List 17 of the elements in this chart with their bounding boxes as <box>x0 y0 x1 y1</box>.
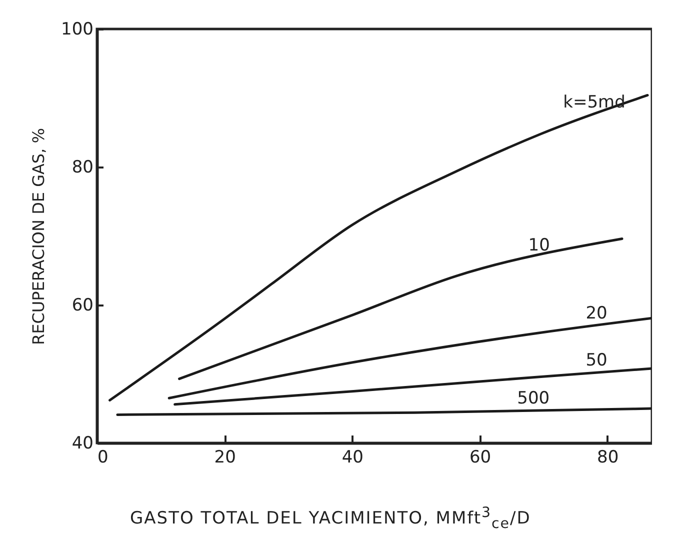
y-axis-title: RECUPERACION DE GAS, % <box>29 128 48 345</box>
x-tick-label: 80 <box>597 448 619 468</box>
series-label: 20 <box>586 303 608 324</box>
series-label: k=5md <box>563 92 626 113</box>
x-tick-label: 60 <box>469 448 492 468</box>
x-tick-label: 20 <box>214 448 236 468</box>
line-series <box>178 238 624 380</box>
series-label: 10 <box>528 235 550 256</box>
x-tick-label: 0 <box>98 448 108 468</box>
x-tick-label: 40 <box>342 448 364 468</box>
series-label: 500 <box>517 388 550 409</box>
series-label: 50 <box>586 350 608 371</box>
y-tick-label: 80 <box>72 158 94 178</box>
y-tick-label: 60 <box>72 296 94 316</box>
y-tick-label: 40 <box>72 434 94 454</box>
y-tick-label: 100 <box>61 20 94 40</box>
x-axis-title: GASTO TOTAL DEL YACIMIENTO, MMft$^{3}$$_{ce}$/D <box>130 505 531 532</box>
